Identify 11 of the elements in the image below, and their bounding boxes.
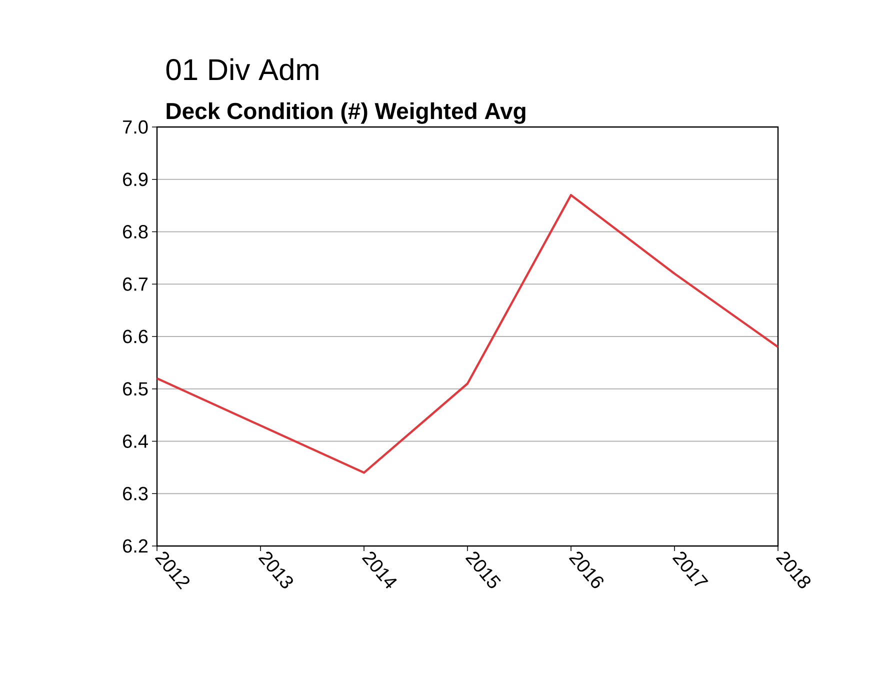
chart-title: 01 Div Adm [166, 58, 318, 80]
y-tick-label: 6.8 [123, 225, 148, 238]
y-tick-label: 6.5 [123, 382, 148, 396]
y-tick-label: 6.7 [123, 277, 148, 291]
y-tick-label: 6.3 [123, 486, 148, 500]
y-tick-label: 6.4 [123, 434, 148, 448]
y-tick-label: 6.6 [123, 330, 148, 344]
y-tick-label: 6.9 [123, 172, 148, 186]
chart-subtitle: Deck Condition (#) Weighted Avg [166, 102, 526, 124]
y-tick-label: 7.0 [123, 120, 148, 134]
y-tick-label: 6.2 [123, 539, 148, 553]
